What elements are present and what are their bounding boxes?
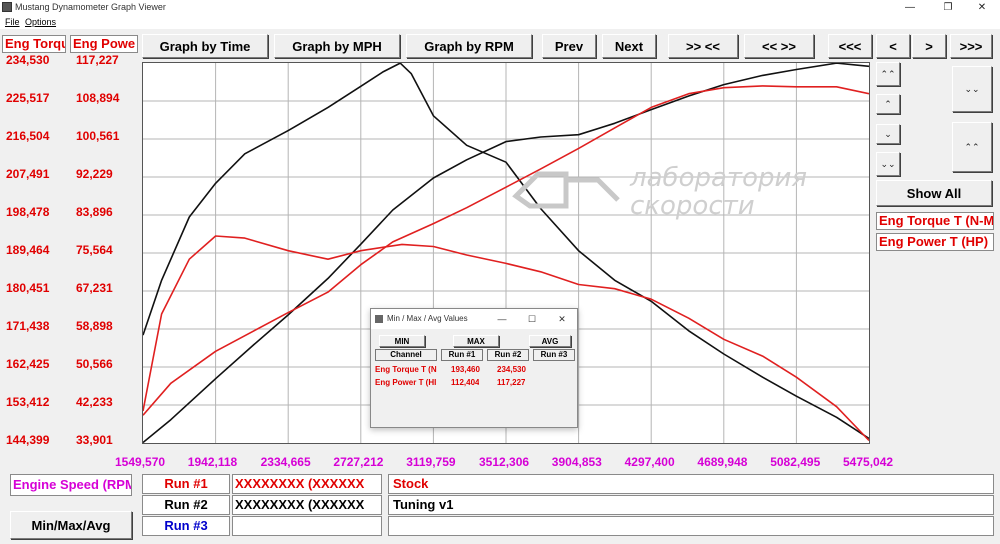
next-button[interactable]: Next xyxy=(602,34,656,58)
col-run3: Run #3 xyxy=(533,349,575,361)
dialog-minimize-button[interactable]: — xyxy=(497,314,507,324)
run1-label[interactable]: Run #1 xyxy=(142,474,230,494)
power-tick-label: 92,229 xyxy=(76,167,113,181)
power-tick-label: 67,231 xyxy=(76,281,113,295)
rpm-tick-label: 3904,853 xyxy=(551,455,602,469)
legend-power[interactable]: Eng Power T (HP) xyxy=(876,233,994,251)
minmaxavg-dialog: Min / Max / Avg Values — ☐ ✕ MIN MAX AVG… xyxy=(370,308,578,428)
menu-file[interactable]: File xyxy=(5,17,20,27)
rpm-tick-label: 3512,306 xyxy=(479,455,530,469)
min-button[interactable]: MIN xyxy=(379,335,425,347)
run2-description: Tuning v1 xyxy=(388,495,994,515)
rpm-tick-label: 1549,570 xyxy=(115,455,166,469)
menu-options[interactable]: Options xyxy=(25,17,57,27)
torque-tick-label: 180,451 xyxy=(6,281,50,295)
maximize-button[interactable]: ❐ xyxy=(943,2,953,13)
rpm-tick-label: 5082,495 xyxy=(770,455,821,469)
legend-torque[interactable]: Eng Torque T (N-M xyxy=(876,212,994,230)
torque-axis-header: Eng Torque xyxy=(2,35,66,53)
rpm-tick-label: 4689,948 xyxy=(697,455,748,469)
torque-tick-label: 216,504 xyxy=(6,129,50,143)
x-channel-label[interactable]: Engine Speed (RPM xyxy=(10,474,132,496)
scroll-left-button[interactable]: < xyxy=(876,34,910,58)
title-bar: Mustang Dynamometer Graph Viewer — ❐ ✕ xyxy=(0,0,1000,15)
power-tick-label: 75,564 xyxy=(76,243,113,257)
torque-tick-label: 153,412 xyxy=(6,395,50,409)
torque-tick-label: 189,464 xyxy=(6,243,50,257)
row-channel: Eng Power T (HI xyxy=(375,378,437,387)
power-tick-label: 83,896 xyxy=(76,205,113,219)
prev-button[interactable]: Prev xyxy=(542,34,596,58)
series-line xyxy=(142,85,870,416)
dialog-close-button[interactable]: ✕ xyxy=(558,314,566,324)
close-button[interactable]: ✕ xyxy=(977,2,987,13)
rpm-tick-label: 5475,042 xyxy=(843,455,894,469)
run1-description: Stock xyxy=(388,474,994,494)
series-line xyxy=(142,235,870,442)
torque-tick-label: 162,425 xyxy=(6,357,50,371)
power-tick-label: 100,561 xyxy=(76,129,120,143)
run1-id: XXXXXXXX (XXXXXX xyxy=(232,474,382,494)
run2-id: XXXXXXXX (XXXXXX xyxy=(232,495,382,515)
scroll-down-fast-button[interactable]: ⌄⌄ xyxy=(876,152,900,176)
torque-tick-label: 207,491 xyxy=(6,167,50,181)
rpm-tick-label: 2727,212 xyxy=(333,455,384,469)
scroll-right-button[interactable]: > xyxy=(912,34,946,58)
minmaxavg-button[interactable]: Min/Max/Avg xyxy=(10,511,132,539)
power-tick-label: 58,898 xyxy=(76,319,113,333)
col-channel: Channel xyxy=(375,349,437,361)
scroll-up-button[interactable]: ⌃ xyxy=(876,94,900,114)
power-axis-header: Eng Powe xyxy=(70,35,138,53)
max-button[interactable]: MAX xyxy=(453,335,499,347)
app-icon xyxy=(2,2,12,12)
run2-label[interactable]: Run #2 xyxy=(142,495,230,515)
run3-id xyxy=(232,516,382,536)
power-tick-label: 33,901 xyxy=(76,433,113,447)
series-line xyxy=(142,62,870,444)
torque-tick-label: 198,478 xyxy=(6,205,50,219)
graph-by-time-button[interactable]: Graph by Time xyxy=(142,34,268,58)
torque-tick-label: 234,530 xyxy=(6,53,50,67)
dialog-icon xyxy=(375,315,383,323)
scroll-up-fast-button[interactable]: ⌃⌃ xyxy=(876,62,900,86)
col-run1: Run #1 xyxy=(441,349,483,361)
show-all-button[interactable]: Show All xyxy=(876,180,992,206)
row-run2: 117,227 xyxy=(497,378,526,387)
graph-by-rpm-button[interactable]: Graph by RPM xyxy=(406,34,532,58)
power-tick-label: 108,894 xyxy=(76,91,120,105)
zoom-out-button[interactable]: << >> xyxy=(744,34,814,58)
series-line xyxy=(142,62,870,440)
col-run2: Run #2 xyxy=(487,349,529,361)
dialog-titlebar: Min / Max / Avg Values — ☐ ✕ xyxy=(371,309,577,329)
row-channel: Eng Torque T (N xyxy=(375,365,437,374)
window-title: Mustang Dynamometer Graph Viewer xyxy=(15,2,166,12)
row-run1: 112,404 xyxy=(451,378,480,387)
graph-by-mph-button[interactable]: Graph by MPH xyxy=(274,34,400,58)
power-tick-label: 42,233 xyxy=(76,395,113,409)
power-tick-label: 117,227 xyxy=(76,53,119,67)
torque-tick-label: 171,438 xyxy=(6,319,50,333)
dialog-maximize-button[interactable]: ☐ xyxy=(527,314,537,324)
scroll-down-button[interactable]: ⌄ xyxy=(876,124,900,144)
zoom-in-button[interactable]: >> << xyxy=(668,34,738,58)
run3-label[interactable]: Run #3 xyxy=(142,516,230,536)
row-run2: 234,530 xyxy=(497,365,526,374)
torque-tick-label: 144,399 xyxy=(6,433,50,447)
row-run1: 193,460 xyxy=(451,365,480,374)
rpm-tick-label: 4297,400 xyxy=(624,455,675,469)
power-tick-label: 50,566 xyxy=(76,357,113,371)
rpm-tick-label: 3119,759 xyxy=(406,455,456,469)
scale-compress-button[interactable]: ⌃⌃ xyxy=(952,122,992,172)
torque-tick-label: 225,517 xyxy=(6,91,50,105)
rpm-tick-label: 1942,118 xyxy=(187,455,238,469)
menu-bar: File Options xyxy=(0,15,1000,29)
dialog-title: Min / Max / Avg Values xyxy=(387,314,468,323)
minimize-button[interactable]: — xyxy=(905,2,915,13)
rpm-tick-label: 2334,665 xyxy=(260,455,311,469)
run3-description xyxy=(388,516,994,536)
avg-button[interactable]: AVG xyxy=(529,335,571,347)
scroll-first-button[interactable]: <<< xyxy=(828,34,872,58)
scale-expand-button[interactable]: ⌄⌄ xyxy=(952,66,992,112)
scroll-last-button[interactable]: >>> xyxy=(950,34,992,58)
